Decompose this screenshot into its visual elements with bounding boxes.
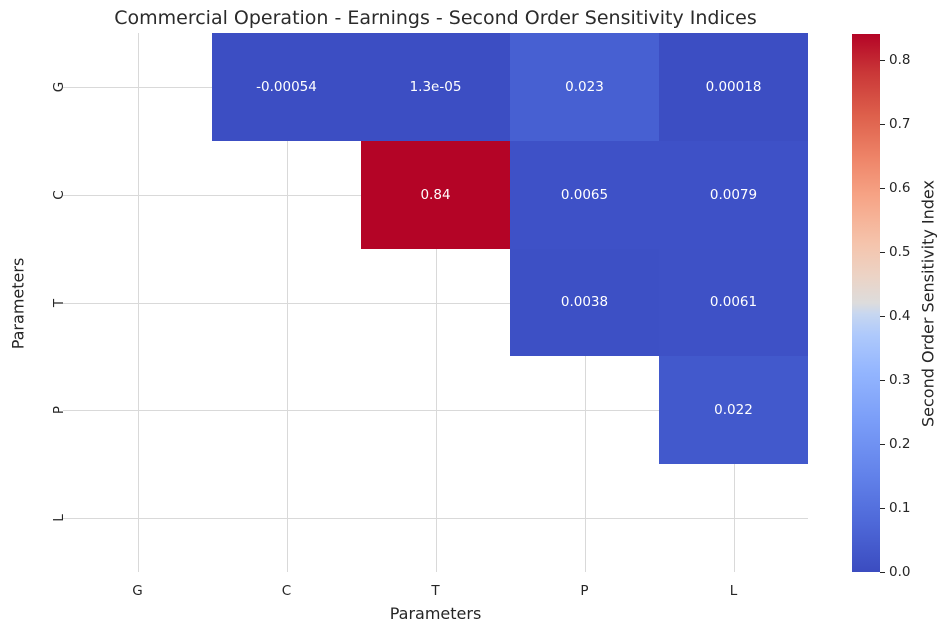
colorbar-tickmark	[880, 379, 885, 382]
y-tick-label-P: P	[51, 406, 67, 415]
colorbar-tick-label-0.2: 0.2	[889, 435, 911, 452]
y-tick-label-L: L	[51, 514, 67, 522]
heatmap-cell-C-P: 0.0065	[510, 140, 659, 249]
x-tick-label-P: P	[580, 583, 589, 599]
y-tick-label-C: C	[51, 189, 67, 200]
x-axis-label: Parameters	[389, 604, 482, 623]
heatmap-cell-G-P: 0.023	[510, 33, 659, 141]
colorbar-tick-label-0.8: 0.8	[889, 51, 911, 68]
heatmap-cell-G-L: 0.00018	[659, 33, 808, 141]
heatmap-cell-C-T: 0.84	[361, 140, 510, 249]
gridline-horizontal	[63, 410, 808, 412]
gridline-horizontal	[63, 302, 808, 304]
gridline-horizontal	[63, 518, 808, 520]
colorbar-tickmark	[880, 572, 885, 574]
x-tick-label-G: G	[132, 583, 143, 599]
colorbar-tick-label-0.7: 0.7	[889, 115, 911, 132]
colorbar-tickmark	[880, 123, 885, 126]
heatmap-cell-C-L: 0.0079	[659, 140, 808, 249]
colorbar-tick-label-0.4: 0.4	[889, 307, 911, 324]
x-tick-label-L: L	[729, 583, 738, 599]
y-axis-label: Parameters	[8, 257, 28, 350]
heatmap-cell-T-L: 0.0061	[659, 248, 808, 357]
colorbar-tick-label-0.1: 0.1	[889, 499, 911, 516]
x-tick-label-T: T	[431, 583, 440, 599]
heatmap-cell-P-L: 0.022	[659, 356, 808, 465]
colorbar-tickmark	[880, 187, 885, 190]
colorbar-tickmark	[880, 59, 885, 61]
heatmap-cell-G-T: 1.3e-05	[361, 33, 510, 141]
colorbar-tick-label-0.5: 0.5	[889, 243, 911, 260]
colorbar-tickmark	[880, 507, 885, 510]
y-tick-label-T: T	[51, 298, 67, 307]
colorbar-label: Second Order Sensitivity Index	[918, 180, 938, 427]
y-tick-label-G: G	[51, 81, 67, 93]
heatmap-cell-G-C: -0.00054	[212, 33, 361, 141]
colorbar-tickmark	[880, 443, 885, 446]
colorbar-tickmark	[880, 315, 885, 318]
colorbar-tick-label-0.6: 0.6	[889, 179, 911, 196]
heatmap-plot-area: -0.00054 1.3e-05 0.023 0.00018 0.84 0.0065 0.0…	[63, 33, 808, 572]
colorbar-gradient	[852, 34, 880, 572]
colorbar-tick-label-0.0: 0.0	[889, 564, 911, 580]
heatmap-cell-T-P: 0.0038	[510, 248, 659, 357]
x-tick-label-C: C	[281, 583, 292, 599]
colorbar-tick-label-0.3: 0.3	[889, 371, 911, 388]
colorbar-tickmark	[880, 251, 885, 254]
chart-title: Commercial Operation - Earnings - Second…	[114, 7, 757, 29]
